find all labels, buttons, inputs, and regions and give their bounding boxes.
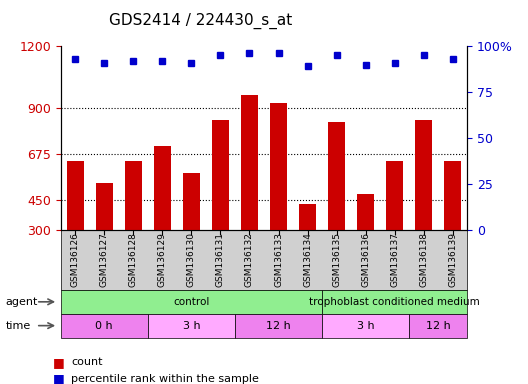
Text: 12 h: 12 h [266,321,291,331]
Text: ■: ■ [53,356,64,369]
Text: GSM136133: GSM136133 [274,232,283,287]
Text: ■: ■ [53,372,64,384]
Text: GSM136138: GSM136138 [419,232,428,287]
Text: control: control [173,297,210,307]
Bar [386,161,403,230]
Bar [183,173,200,230]
Text: 3 h: 3 h [357,321,374,331]
Bar [270,103,287,230]
Text: GSM136134: GSM136134 [303,232,312,287]
Text: trophoblast conditioned medium: trophoblast conditioned medium [309,297,480,307]
Text: percentile rank within the sample: percentile rank within the sample [71,374,259,384]
Text: GSM136129: GSM136129 [158,232,167,287]
Bar [241,95,258,230]
Bar [67,161,84,230]
Text: GSM136132: GSM136132 [245,232,254,287]
Text: GSM136137: GSM136137 [390,232,399,287]
Bar [444,161,461,230]
Text: GSM136131: GSM136131 [216,232,225,287]
Bar [96,183,113,230]
Text: 0 h: 0 h [96,321,113,331]
Text: GSM136126: GSM136126 [71,232,80,287]
Text: agent: agent [5,297,37,307]
Text: GSM136135: GSM136135 [332,232,341,287]
Text: count: count [71,358,103,367]
Text: GSM136128: GSM136128 [129,232,138,287]
Text: GSM136130: GSM136130 [187,232,196,287]
Bar [212,120,229,230]
Bar [154,146,171,230]
Text: GDS2414 / 224430_s_at: GDS2414 / 224430_s_at [109,13,293,29]
Bar [415,120,432,230]
Text: time: time [5,321,31,331]
Bar [357,194,374,230]
Text: GSM136127: GSM136127 [100,232,109,287]
Text: GSM136136: GSM136136 [361,232,370,287]
Text: GSM136139: GSM136139 [448,232,457,287]
Bar [299,204,316,230]
Bar [125,161,142,230]
Text: 12 h: 12 h [426,321,450,331]
Bar [328,122,345,230]
Text: 3 h: 3 h [183,321,200,331]
